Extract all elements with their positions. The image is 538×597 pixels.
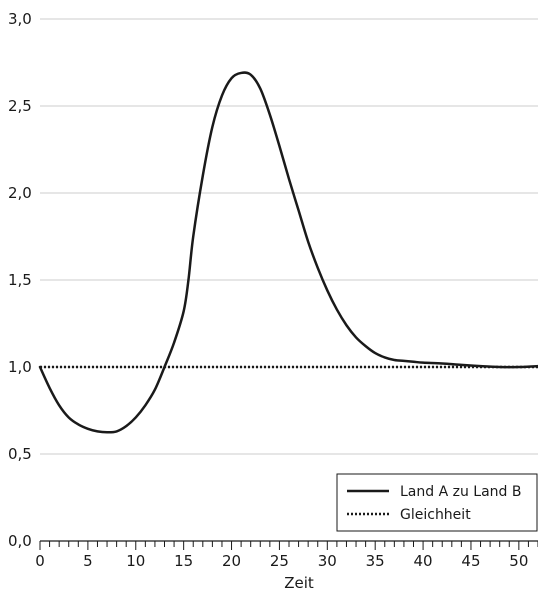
x-tick-label: 50 (509, 552, 528, 570)
x-tick-label: 35 (366, 552, 385, 570)
y-tick-label: 3,0 (8, 10, 32, 28)
x-tick-label: 10 (126, 552, 145, 570)
legend: Land A zu Land B Gleichheit (336, 473, 538, 532)
x-tick-label: 45 (461, 552, 480, 570)
y-tick-label: 0,5 (8, 445, 32, 463)
x-tick-label: 15 (174, 552, 193, 570)
x-tick-label: 30 (318, 552, 337, 570)
x-tick-label: 25 (270, 552, 289, 570)
axis-layer: 0,0 0,5 1,0 1,5 2,0 2,5 3,0 0 5 10 15 20 25 30 35 40 45 5… (8, 10, 538, 570)
y-tick-label: 2,0 (8, 184, 32, 202)
x-tick-label: 0 (35, 552, 45, 570)
x-tick-label: 20 (222, 552, 241, 570)
x-axis-title: Zeit (284, 574, 314, 592)
series-line-land-a-zu-land-b (38, 71, 538, 434)
y-tick-label: 1,5 (8, 271, 32, 289)
y-tick-label: 0,0 (8, 532, 32, 550)
grid-layer (40, 18, 538, 455)
legend-label-land-a-zu-land-b: Land A zu Land B (400, 484, 521, 500)
series-layer (38, 71, 538, 434)
y-tick-label: 2,5 (8, 97, 32, 115)
y-tick-label: 1,0 (8, 358, 32, 376)
legend-box (336, 473, 538, 532)
legend-label-gleichheit: Gleichheit (400, 507, 471, 523)
x-tick-label: 5 (83, 552, 93, 570)
x-tick-label: 40 (414, 552, 433, 570)
